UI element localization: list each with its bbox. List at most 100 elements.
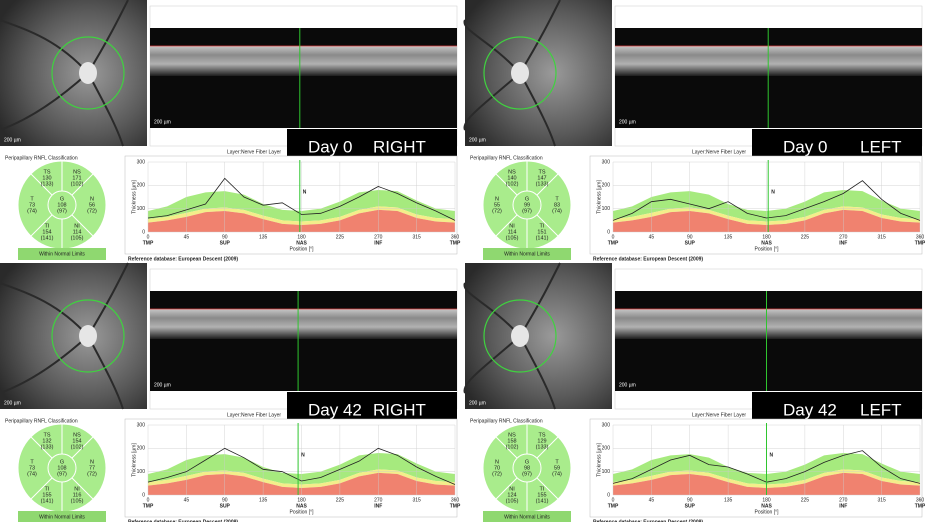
scale-label: 200 µm bbox=[154, 382, 171, 388]
layer-label: Layer: bbox=[692, 149, 706, 155]
cursor-label: N bbox=[771, 189, 775, 195]
x-tick-label: 45 bbox=[649, 497, 655, 503]
scale-label: 200 µm bbox=[154, 119, 171, 125]
sector-reference: (74) bbox=[27, 208, 37, 214]
y-tick-label: 200 bbox=[137, 183, 146, 189]
region-label: INF bbox=[839, 503, 847, 509]
optic-disc bbox=[511, 62, 529, 84]
day-label: Day 42 bbox=[308, 400, 362, 419]
y-tick-label: 200 bbox=[602, 183, 611, 189]
scale-label: 200 µm bbox=[469, 137, 486, 143]
eye-label: RIGHT bbox=[373, 137, 426, 156]
x-tick-label: 135 bbox=[259, 497, 268, 503]
region-label: INF bbox=[839, 240, 847, 246]
oct-scan bbox=[150, 291, 457, 391]
layer-label: Layer: bbox=[692, 412, 706, 418]
classification-title: Peripapillary RNFL Classification bbox=[5, 418, 78, 424]
y-tick-label: 300 bbox=[137, 422, 146, 428]
optic-disc bbox=[511, 325, 529, 347]
sector-reference: (141) bbox=[41, 235, 54, 241]
x-axis-label: Position [°] bbox=[290, 246, 315, 252]
region-label: TMP bbox=[143, 240, 154, 246]
y-tick-label: 100 bbox=[602, 206, 611, 212]
layer-label: Layer: bbox=[227, 412, 241, 418]
sector-reference: (141) bbox=[41, 498, 54, 504]
x-axis-label: Position [°] bbox=[755, 509, 780, 515]
sector-reference: (102) bbox=[506, 444, 519, 450]
sector-reference: (105) bbox=[71, 235, 84, 241]
sector-reference: (74) bbox=[552, 471, 562, 477]
x-tick-label: 45 bbox=[649, 234, 655, 240]
region-label: SUP bbox=[685, 240, 696, 246]
x-tick-label: 225 bbox=[336, 497, 345, 503]
x-tick-label: 45 bbox=[184, 497, 190, 503]
x-tick-label: 135 bbox=[724, 497, 733, 503]
oct-retina bbox=[150, 46, 457, 76]
y-tick-label: 100 bbox=[602, 469, 611, 475]
sector-reference: (97) bbox=[522, 471, 532, 477]
oct-scan bbox=[615, 291, 922, 391]
region-label: TMP bbox=[608, 503, 619, 509]
fundus-image bbox=[465, 0, 612, 146]
x-tick-label: 315 bbox=[412, 497, 421, 503]
x-tick-label: 225 bbox=[801, 234, 810, 240]
x-axis-label: Position [°] bbox=[290, 509, 315, 515]
scale-label: 200 µm bbox=[619, 382, 636, 388]
x-tick-label: 225 bbox=[336, 234, 345, 240]
optic-disc bbox=[79, 325, 97, 347]
sector-reference: (102) bbox=[71, 181, 84, 187]
report-panel: 200 µm200 µmDay 0LEFTLayer:Nerve Fiber L… bbox=[464, 0, 925, 262]
day-label: Day 0 bbox=[308, 137, 352, 156]
sector-reference: (74) bbox=[552, 208, 562, 214]
optic-disc bbox=[79, 62, 97, 84]
x-tick-label: 315 bbox=[877, 497, 886, 503]
sector-reference: (72) bbox=[492, 471, 502, 477]
y-tick-label: 0 bbox=[607, 492, 610, 498]
x-tick-label: 135 bbox=[724, 234, 733, 240]
region-label: INF bbox=[374, 240, 382, 246]
region-label: TMP bbox=[915, 240, 925, 246]
classification-result: Within Normal Limits bbox=[39, 514, 85, 520]
sector-reference: (105) bbox=[71, 498, 84, 504]
scale-label: 200 µm bbox=[469, 400, 486, 406]
sector-reference: (72) bbox=[87, 208, 97, 214]
y-tick-label: 300 bbox=[602, 422, 611, 428]
sector-reference: (102) bbox=[506, 181, 519, 187]
sector-reference: (72) bbox=[87, 471, 97, 477]
x-tick-label: 315 bbox=[877, 234, 886, 240]
eye-label: LEFT bbox=[860, 400, 902, 419]
classification-result: Within Normal Limits bbox=[504, 514, 550, 520]
y-tick-label: 200 bbox=[137, 446, 146, 452]
sector-reference: (74) bbox=[27, 471, 37, 477]
y-tick-label: 100 bbox=[137, 206, 146, 212]
y-tick-label: 200 bbox=[602, 446, 611, 452]
oct-retina bbox=[150, 309, 457, 339]
reference-note: Reference database: European Descent (20… bbox=[128, 256, 238, 262]
day-label: Day 42 bbox=[783, 400, 837, 419]
region-label: TMP bbox=[915, 503, 925, 509]
fundus-image bbox=[465, 263, 612, 409]
region-label: TMP bbox=[450, 240, 461, 246]
x-tick-label: 45 bbox=[184, 234, 190, 240]
classification-title: Peripapillary RNFL Classification bbox=[5, 155, 78, 161]
scale-label: 200 µm bbox=[4, 137, 21, 143]
sector-reference: (105) bbox=[506, 498, 519, 504]
sector-reference: (133) bbox=[536, 181, 549, 187]
y-tick-label: 0 bbox=[607, 229, 610, 235]
y-tick-label: 0 bbox=[142, 492, 145, 498]
layer-value: Nerve Fiber Layer bbox=[241, 412, 281, 418]
region-label: TMP bbox=[450, 503, 461, 509]
layer-value: Nerve Fiber Layer bbox=[706, 412, 746, 418]
sector-reference: (133) bbox=[41, 181, 54, 187]
sector-reference: (97) bbox=[57, 208, 67, 214]
region-label: SUP bbox=[220, 240, 231, 246]
cursor-label: N bbox=[301, 452, 305, 458]
sector-reference: (97) bbox=[57, 471, 67, 477]
classification-result: Within Normal Limits bbox=[504, 251, 550, 257]
classification-title: Peripapillary RNFL Classification bbox=[470, 155, 543, 161]
region-label: INF bbox=[374, 503, 382, 509]
region-label: SUP bbox=[685, 503, 696, 509]
sector-reference: (133) bbox=[536, 444, 549, 450]
